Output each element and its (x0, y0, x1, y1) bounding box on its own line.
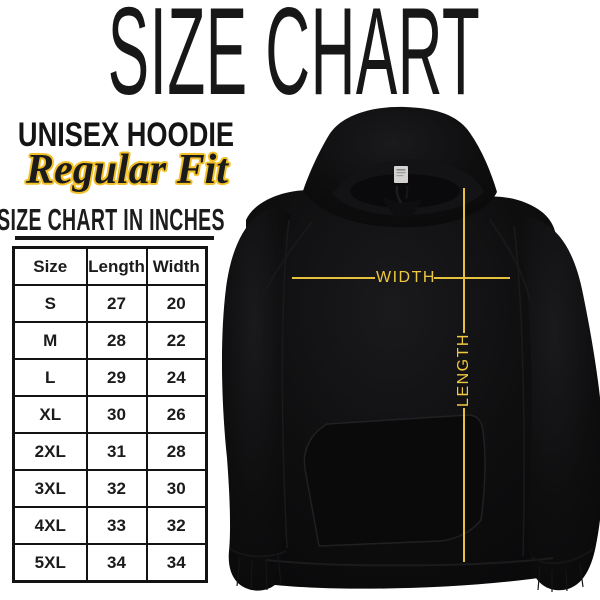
neck-tag (394, 166, 408, 183)
seam-line (281, 219, 290, 549)
size-cell: L (12, 358, 88, 397)
measurement-cell: 26 (145, 395, 208, 434)
kangaroo-pocket (303, 414, 486, 547)
measurement-cell: 30 (145, 469, 208, 508)
hem-line (265, 557, 554, 567)
measurement-cell: 31 (85, 432, 148, 471)
right-cuff (531, 548, 594, 565)
size-cell: S (12, 284, 88, 323)
header-width: Width (145, 246, 208, 286)
header-size: Size (12, 246, 88, 286)
length-label: LENGTH (455, 333, 472, 407)
measurement-cell: 29 (85, 358, 148, 397)
drawstring (395, 185, 403, 204)
table-caption-text: SIZE CHART IN INCHES (0, 202, 225, 237)
size-table: Size Length Width S 27 20 M 28 22 L 29 24 XL 30 26 2… (12, 246, 208, 583)
measurement-cell: 33 (85, 506, 148, 545)
product-name: UNISEX HOODIE (0, 118, 261, 152)
size-table-row: 3XL 32 30 (12, 469, 208, 508)
caption-underline (15, 236, 214, 240)
size-table-header-row: Size Length Width (12, 246, 208, 286)
length-line-top (463, 188, 465, 333)
size-cell: M (12, 321, 88, 360)
measurement-cell: 28 (85, 321, 148, 360)
page-title-text: SIZE CHART (107, 0, 481, 121)
size-table-row: XL 30 26 (12, 395, 208, 434)
measurement-cell: 34 (145, 543, 208, 583)
page-title: SIZE CHART (0, 0, 600, 114)
size-cell: 4XL (12, 506, 88, 545)
measurement-cell: 27 (85, 284, 148, 323)
table-caption: SIZE CHART IN INCHES (0, 204, 292, 235)
measurement-cell: 32 (145, 506, 208, 545)
left-cuff (229, 548, 287, 558)
hood-cavity-shadow (350, 174, 460, 208)
measurement-cell: 22 (145, 321, 208, 360)
size-table-row: 5XL 34 34 (12, 543, 208, 583)
seam-line (513, 225, 525, 557)
shoulder-fold (489, 219, 531, 301)
width-label: WIDTH (376, 269, 436, 286)
size-table-row: M 28 22 (12, 321, 208, 360)
width-line-left (292, 277, 375, 279)
shoulder-fold (257, 221, 313, 307)
header-length: Length (85, 246, 148, 286)
size-table-row: 2XL 31 28 (12, 432, 208, 471)
size-cell: 5XL (12, 543, 88, 583)
size-table-row: 4XL 33 32 (12, 506, 208, 545)
size-table-row: L 29 24 (12, 358, 208, 397)
size-cell: 3XL (12, 469, 88, 508)
size-cell: 2XL (12, 432, 88, 471)
product-name-text: UNISEX HOODIE (17, 116, 235, 154)
width-line-right (434, 277, 510, 279)
measurement-cell: 24 (145, 358, 208, 397)
size-table-row: S 27 20 (12, 284, 208, 323)
measurement-cell: 30 (85, 395, 148, 434)
right-cuff-ribs (537, 563, 584, 592)
hoodie-left-sleeve (221, 208, 291, 591)
size-cell: XL (12, 395, 88, 434)
collar-dip (382, 196, 422, 220)
length-line-bottom (463, 408, 465, 562)
measurement-cell: 28 (145, 432, 208, 471)
fit-subtitle: Regular Fit (26, 147, 228, 193)
drawstring (405, 185, 409, 200)
measurement-cell: 34 (85, 543, 148, 583)
measurement-cell: 20 (145, 284, 208, 323)
hoodie-right-sleeve (512, 217, 600, 591)
left-cuff-ribs (236, 555, 282, 591)
measurement-cell: 32 (85, 469, 148, 508)
